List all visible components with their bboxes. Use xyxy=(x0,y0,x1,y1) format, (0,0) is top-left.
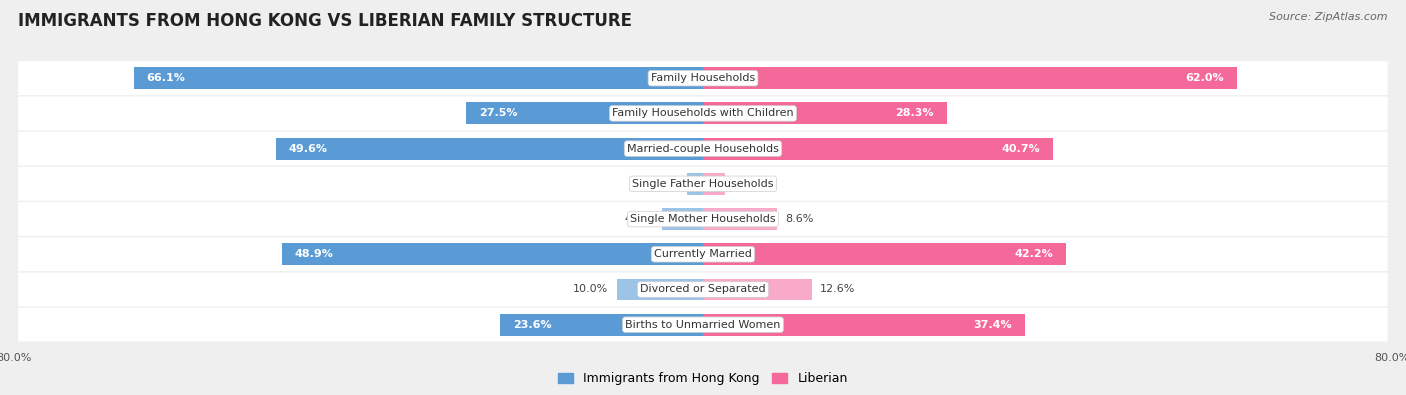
FancyBboxPatch shape xyxy=(18,167,1388,201)
Text: Single Father Households: Single Father Households xyxy=(633,179,773,189)
Bar xyxy=(703,173,724,195)
Bar xyxy=(703,208,778,230)
Text: 42.2%: 42.2% xyxy=(1015,249,1053,259)
Text: Family Households with Children: Family Households with Children xyxy=(612,108,794,118)
Text: 37.4%: 37.4% xyxy=(973,320,1012,330)
Text: 27.5%: 27.5% xyxy=(479,108,517,118)
Text: 40.7%: 40.7% xyxy=(1002,144,1040,154)
FancyBboxPatch shape xyxy=(18,273,1388,307)
Text: Divorced or Separated: Divorced or Separated xyxy=(640,284,766,295)
Text: 4.8%: 4.8% xyxy=(624,214,652,224)
Text: 12.6%: 12.6% xyxy=(820,284,855,295)
Text: 8.6%: 8.6% xyxy=(786,214,814,224)
Text: Source: ZipAtlas.com: Source: ZipAtlas.com xyxy=(1270,12,1388,22)
Text: 10.0%: 10.0% xyxy=(574,284,609,295)
Bar xyxy=(281,243,703,265)
Text: 48.9%: 48.9% xyxy=(295,249,333,259)
Text: 23.6%: 23.6% xyxy=(513,320,551,330)
Bar xyxy=(703,278,811,301)
Bar xyxy=(662,208,703,230)
Text: 2.5%: 2.5% xyxy=(733,179,762,189)
FancyBboxPatch shape xyxy=(18,308,1388,342)
FancyBboxPatch shape xyxy=(18,202,1388,236)
Text: 62.0%: 62.0% xyxy=(1185,73,1225,83)
FancyBboxPatch shape xyxy=(18,237,1388,271)
Bar xyxy=(703,243,1066,265)
Bar xyxy=(467,102,703,124)
FancyBboxPatch shape xyxy=(18,96,1388,130)
Text: Currently Married: Currently Married xyxy=(654,249,752,259)
Bar xyxy=(617,278,703,301)
Bar xyxy=(703,102,946,124)
Bar xyxy=(134,67,703,89)
Text: IMMIGRANTS FROM HONG KONG VS LIBERIAN FAMILY STRUCTURE: IMMIGRANTS FROM HONG KONG VS LIBERIAN FA… xyxy=(18,12,633,30)
Legend: Immigrants from Hong Kong, Liberian: Immigrants from Hong Kong, Liberian xyxy=(558,372,848,385)
Bar xyxy=(499,314,703,336)
Text: 49.6%: 49.6% xyxy=(288,144,328,154)
Bar xyxy=(703,67,1237,89)
Text: Single Mother Households: Single Mother Households xyxy=(630,214,776,224)
Text: Married-couple Households: Married-couple Households xyxy=(627,144,779,154)
FancyBboxPatch shape xyxy=(18,61,1388,95)
Bar xyxy=(703,314,1025,336)
Bar xyxy=(703,138,1053,160)
Text: 66.1%: 66.1% xyxy=(146,73,186,83)
Text: Births to Unmarried Women: Births to Unmarried Women xyxy=(626,320,780,330)
FancyBboxPatch shape xyxy=(18,132,1388,166)
Text: Family Households: Family Households xyxy=(651,73,755,83)
Text: 28.3%: 28.3% xyxy=(896,108,934,118)
Bar xyxy=(276,138,703,160)
Bar xyxy=(688,173,703,195)
Text: 1.8%: 1.8% xyxy=(651,179,679,189)
